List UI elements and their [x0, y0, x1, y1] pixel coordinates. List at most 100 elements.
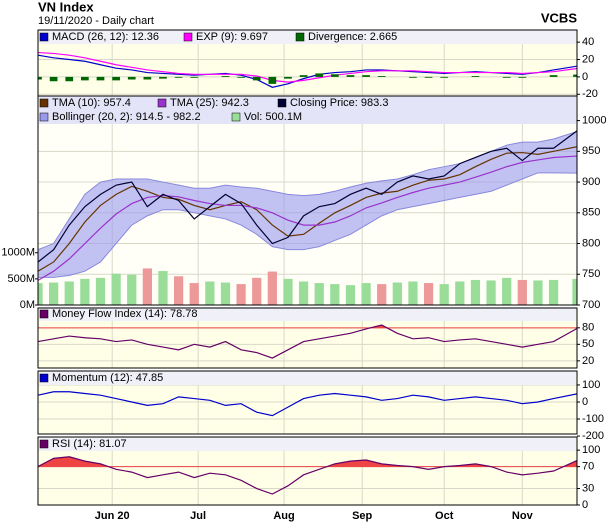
- divergence-bar: [49, 76, 58, 82]
- y-tick-label: 0: [582, 396, 588, 408]
- legend-swatch: [39, 112, 49, 122]
- legend-swatch: [295, 32, 305, 42]
- volume-bar: [392, 282, 402, 305]
- x-tick-label: Sep: [352, 510, 372, 522]
- y-tick-label: 100: [582, 379, 600, 391]
- volume-bar: [236, 284, 246, 305]
- y2-tick-label: 1000M: [1, 247, 35, 259]
- volume-bar: [64, 281, 74, 305]
- chart-title: VN Index: [38, 0, 94, 14]
- volume-bar: [38, 283, 43, 305]
- divergence-bar: [471, 76, 480, 77]
- legend-background: [39, 371, 576, 385]
- volume-bar: [408, 281, 418, 305]
- legend-label: Vol: 500.1M: [244, 111, 302, 123]
- volume-bar: [533, 280, 543, 305]
- divergence-bar: [377, 76, 386, 77]
- volume-bar: [502, 277, 512, 305]
- legend-swatch: [157, 98, 167, 108]
- series-line: [38, 130, 577, 263]
- legend-background: [39, 437, 576, 451]
- volume-bar: [330, 284, 340, 305]
- volume-bar: [267, 271, 277, 305]
- volume-bar: [95, 277, 106, 305]
- y2-tick-label: 0M: [20, 299, 35, 311]
- volume-bar: [423, 283, 434, 305]
- legend-swatch: [39, 32, 49, 42]
- y-tick-label: 850: [582, 207, 600, 219]
- y2-tick-label: 500M: [7, 273, 35, 285]
- legend-label: TMA (25): 942.3: [170, 97, 249, 109]
- legend-label: Money Flow Index (14): 78.78: [52, 308, 198, 320]
- legend-label: Closing Price: 983.3: [290, 97, 388, 109]
- divergence-bar: [299, 75, 308, 77]
- divergence-bar: [573, 74, 577, 77]
- bollinger-band: [38, 131, 577, 278]
- x-tick-label: Jun 20: [95, 510, 130, 522]
- y-tick-label: -200: [582, 430, 604, 442]
- overbought-fill: [38, 456, 577, 467]
- y-tick-label: 30: [582, 482, 594, 494]
- y-tick-label: 20: [582, 53, 594, 65]
- volume-bar: [298, 281, 309, 305]
- y-tick-label: 950: [582, 145, 600, 157]
- divergence-bar: [424, 76, 433, 78]
- divergence-bar: [143, 76, 152, 80]
- brand: VCBS: [541, 10, 577, 25]
- x-tick-label: Oct: [435, 510, 454, 522]
- legend-swatch: [39, 373, 49, 383]
- volume-bar: [572, 278, 577, 305]
- panel-border: [37, 436, 578, 506]
- divergence-bar: [190, 76, 199, 78]
- divergence-bar: [268, 76, 277, 84]
- volume-bar: [439, 284, 449, 305]
- volume-bar: [470, 279, 481, 305]
- volume-bar: [189, 283, 199, 305]
- legend-label: Bollinger (20, 2): 914.5 - 982.2: [52, 111, 201, 123]
- divergence-bar: [221, 76, 230, 77]
- divergence-bar: [252, 76, 261, 81]
- y-tick-label: 70: [582, 461, 594, 473]
- y-tick-label: 1000: [582, 114, 606, 126]
- legend-background: [39, 110, 576, 124]
- y-tick-label: 100: [582, 444, 600, 456]
- y-tick-label: -20: [582, 88, 598, 100]
- legend-swatch: [39, 309, 49, 319]
- volume-bar: [158, 271, 168, 305]
- legend-label: MACD (26, 12): 12.36: [52, 31, 159, 43]
- x-tick-label: Aug: [273, 510, 294, 522]
- volume-bar: [548, 279, 559, 305]
- series-line: [38, 391, 577, 417]
- divergence-bar: [127, 76, 136, 80]
- volume-bar: [173, 276, 184, 305]
- plot-area: [38, 96, 577, 305]
- volume-bar: [455, 281, 465, 305]
- series-line: [38, 324, 577, 359]
- divergence-bar: [65, 76, 74, 82]
- divergence-bar: [330, 74, 339, 77]
- divergence-bar: [96, 76, 105, 81]
- series-line: [38, 155, 577, 281]
- volume-bar: [345, 285, 356, 305]
- legend-background: [39, 30, 576, 44]
- legend-swatch: [277, 98, 287, 108]
- legend-label: TMA (10): 957.4: [52, 97, 131, 109]
- series-line: [38, 456, 577, 495]
- legend-background: [39, 96, 576, 110]
- divergence-bar: [440, 76, 449, 78]
- legend-label: Divergence: 2.665: [308, 31, 397, 43]
- divergence-bar: [112, 76, 120, 81]
- y-tick-label: 0: [582, 499, 588, 511]
- divergence-bar: [502, 76, 511, 78]
- plot-area: [38, 308, 577, 368]
- y-tick-label: 0: [582, 71, 588, 83]
- divergence-bar: [346, 75, 355, 77]
- volume-bar: [517, 279, 527, 305]
- volume-bar: [361, 283, 371, 305]
- legend-swatch: [39, 439, 49, 449]
- divergence-bar: [38, 76, 42, 80]
- series-line: [38, 51, 577, 83]
- legend-background: [39, 307, 576, 321]
- volume-bar: [252, 277, 262, 305]
